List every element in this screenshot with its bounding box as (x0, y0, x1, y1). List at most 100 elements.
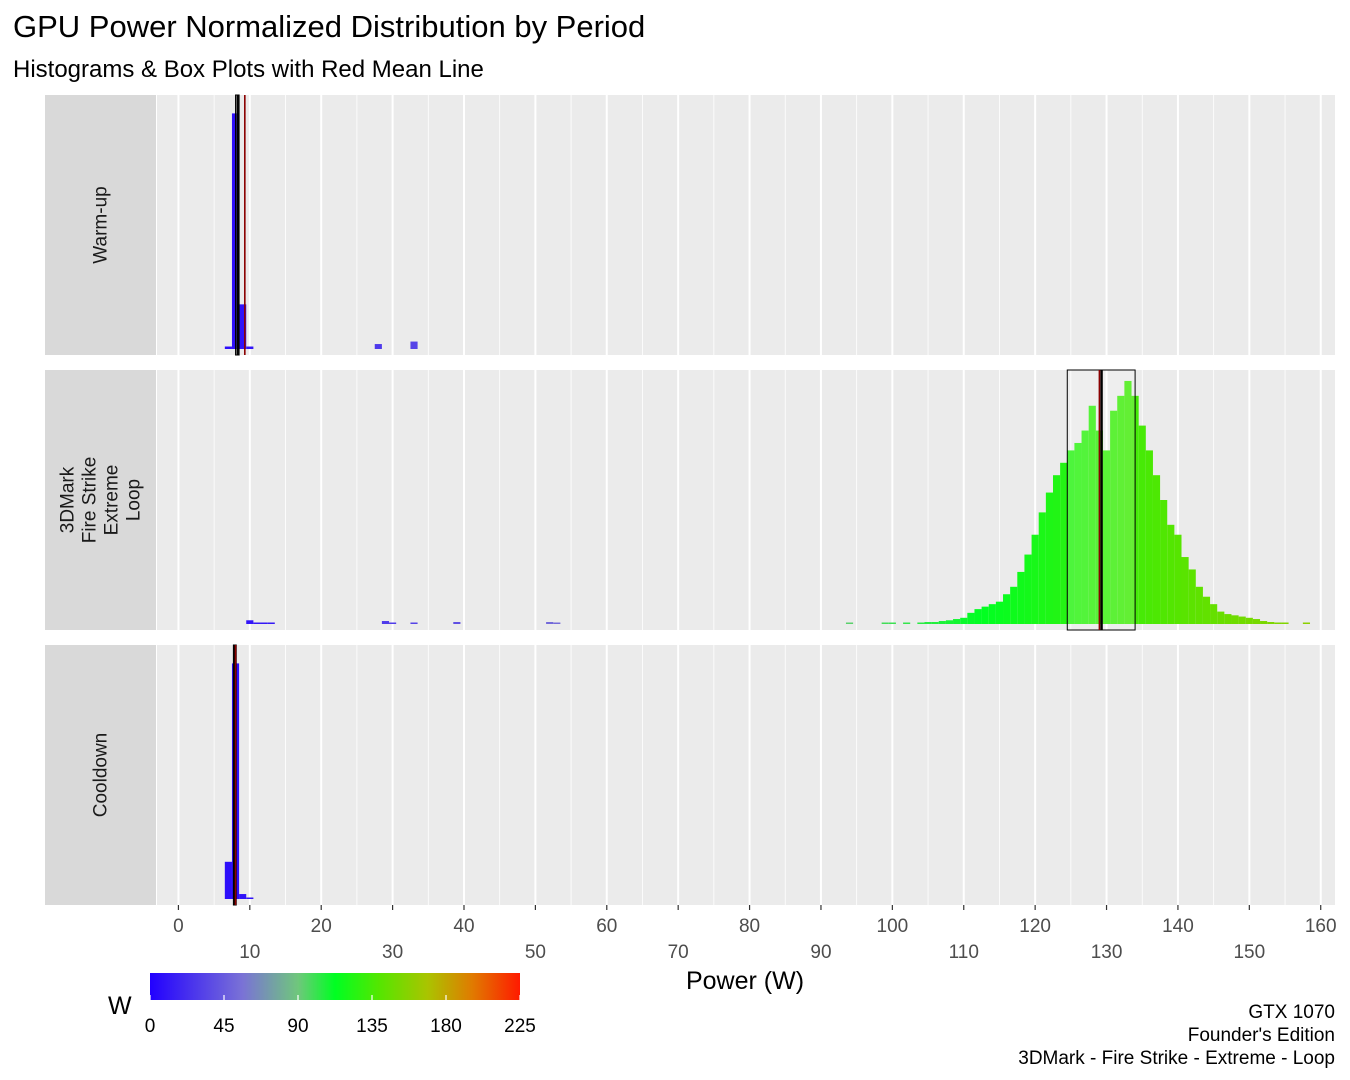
facet-panel: Warm-up (45, 94, 1335, 356)
x-tick-label: 10 (239, 942, 260, 963)
histogram-bar (1067, 450, 1075, 624)
x-tick-label: 110 (949, 942, 979, 963)
legend-tick-label: 90 (287, 1016, 308, 1037)
x-tick-label: 130 (1091, 942, 1123, 963)
facet-panels: Warm-up 3DMarkFire StrikeExtremeLoop Coold… (45, 94, 1335, 906)
legend-colorbar (150, 973, 520, 1000)
facet-panel: 3DMarkFire StrikeExtremeLoop (45, 369, 1335, 631)
histogram-bar (995, 601, 1004, 624)
histogram-bar (1110, 410, 1118, 624)
histogram-bar (546, 622, 554, 624)
histogram-bar (953, 619, 961, 624)
histogram-bar (931, 622, 939, 624)
x-tick-label: 20 (311, 916, 332, 937)
histogram-bar (239, 894, 247, 899)
histogram-bar (239, 304, 247, 349)
legend-tick-label: 45 (213, 1016, 234, 1037)
histogram-bar (453, 622, 461, 624)
histogram-bar (1267, 622, 1275, 624)
facet-strip (45, 370, 156, 630)
histogram-bar (1038, 512, 1046, 624)
histogram-bar (924, 622, 932, 624)
histogram-bar (1074, 442, 1082, 624)
histogram-bar (1031, 534, 1039, 624)
histogram-bar (246, 897, 254, 899)
histogram-bar (1174, 534, 1182, 624)
histogram-bar (1102, 450, 1111, 624)
facet-strip-label: 3DMarkFire StrikeExtremeLoop (58, 457, 145, 544)
facet-strip-label: Cooldown (91, 733, 112, 818)
histogram-bar (1052, 475, 1061, 624)
x-tick-label: 90 (810, 942, 831, 963)
histogram-bar (1167, 524, 1175, 624)
histogram-bar (1003, 594, 1011, 624)
histogram-bar (1302, 622, 1311, 624)
histogram-bar (1010, 586, 1018, 624)
histogram-bar (253, 622, 261, 624)
histogram-bar (888, 622, 896, 624)
histogram-bar (224, 346, 232, 349)
histogram-bar (1081, 430, 1089, 624)
caption-line-2: Founder's Edition (1188, 1025, 1335, 1046)
histogram-bar (1181, 557, 1189, 624)
x-tick-label: 140 (1162, 916, 1194, 937)
x-tick-label: 60 (596, 916, 617, 937)
x-tick-label: 160 (1305, 916, 1337, 937)
chart-subtitle: Histograms & Box Plots with Red Mean Lin… (13, 56, 484, 83)
histogram-bar (903, 622, 911, 624)
histogram-bar (374, 344, 382, 349)
caption-line-1: GTX 1070 (1248, 1002, 1335, 1023)
histogram-bar (260, 622, 268, 624)
histogram-bar (1281, 622, 1289, 624)
histogram-bar (1088, 405, 1096, 624)
histogram-bar (1238, 616, 1246, 624)
legend-tick-label: 225 (504, 1016, 536, 1037)
histogram-bar (967, 612, 975, 624)
histogram-bar (1260, 621, 1268, 624)
x-axis: 0 20 40 60 80 100 120 140 160 10 30 50 70 90 110 130 150 (173, 905, 1337, 963)
histogram-bar (1274, 622, 1282, 624)
x-tick-label: 50 (525, 942, 546, 963)
histogram-bar (1188, 569, 1196, 624)
legend-tick-label: 180 (430, 1016, 462, 1037)
histogram-bar (945, 620, 954, 624)
histogram-bar (881, 622, 889, 624)
histogram-bar (981, 606, 989, 624)
legend-ticks: 0 45 90 135 180 225 (145, 995, 536, 1037)
histogram-bar (1217, 611, 1225, 624)
histogram-bar (960, 617, 968, 624)
x-tick-label: 70 (668, 942, 689, 963)
facet-strip (45, 95, 156, 355)
panel-background (157, 95, 1335, 355)
histogram-bar (1024, 554, 1032, 624)
histogram-bar (1245, 617, 1253, 624)
histogram-bar (224, 861, 232, 899)
x-tick-label: 80 (739, 916, 760, 937)
histogram-bar (988, 604, 996, 624)
histogram-bar (974, 609, 982, 624)
x-tick-label: 30 (382, 942, 403, 963)
histogram-bar (1202, 596, 1211, 624)
histogram-bar (1117, 395, 1125, 624)
x-tick-label: 120 (1019, 916, 1051, 937)
histogram-bar (1160, 500, 1168, 624)
caption: GTX 1070 Founder's Edition 3DMark - Fire… (1018, 1002, 1335, 1069)
histogram-bar (1060, 462, 1068, 624)
x-tick-label: 100 (877, 916, 909, 937)
histogram-bar (1145, 450, 1153, 624)
histogram-bar (1195, 586, 1203, 624)
histogram-bar (1210, 604, 1218, 624)
panel-background (157, 645, 1335, 905)
histogram-bar (1138, 425, 1146, 624)
legend-tick-label: 135 (356, 1016, 388, 1037)
histogram-bar (267, 622, 275, 624)
histogram-bar (938, 621, 946, 624)
histogram-bar (845, 622, 854, 624)
caption-line-3: 3DMark - Fire Strike - Extreme - Loop (1018, 1048, 1335, 1069)
histogram-bar (246, 346, 254, 349)
histogram-bar (1017, 571, 1025, 624)
histogram-bar (410, 341, 418, 349)
histogram-bar (389, 622, 397, 624)
histogram-bar (1224, 614, 1232, 624)
